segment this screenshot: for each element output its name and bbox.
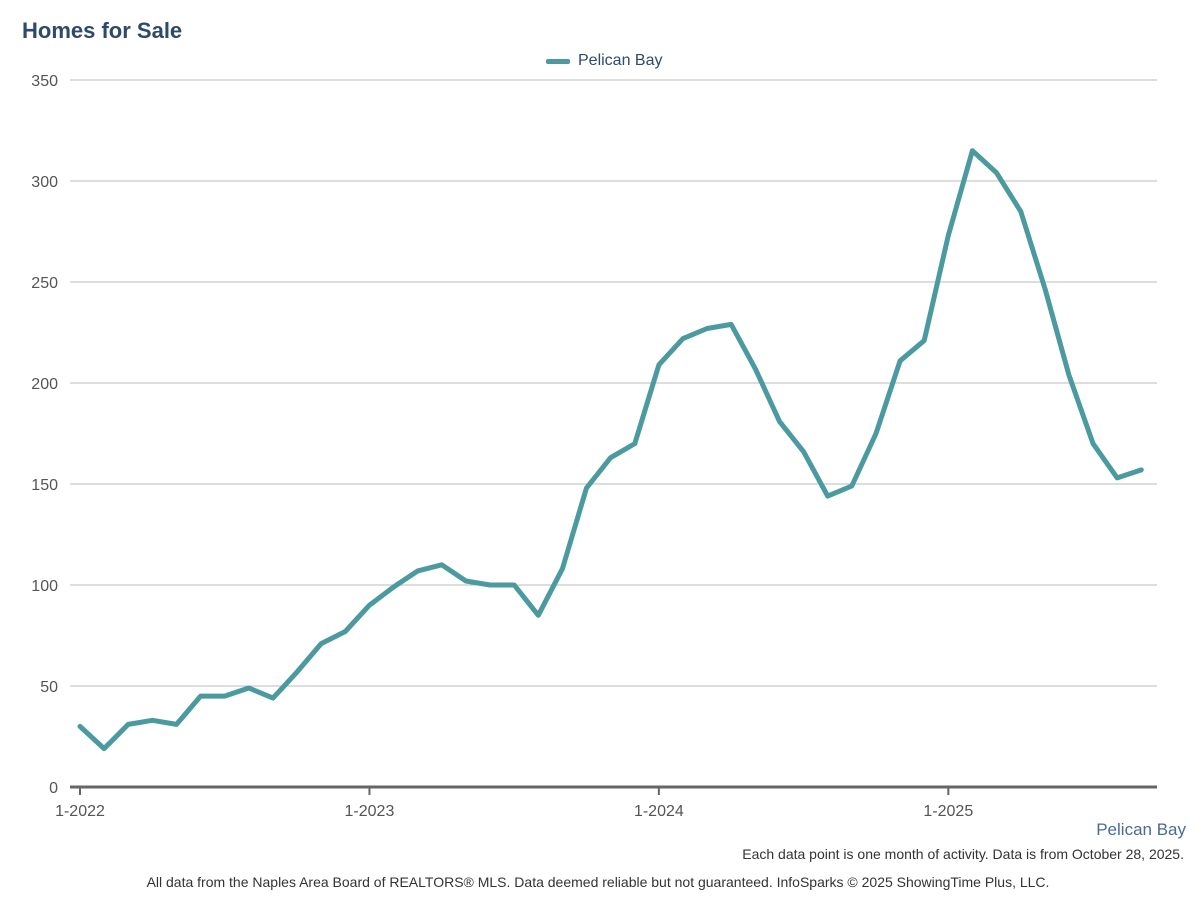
series-line[interactable] [77,148,1144,752]
y-tick-label: 250 [31,275,58,292]
data-point[interactable] [944,232,952,240]
x-tick-label: 1-2023 [345,803,395,820]
legend-label: Pelican Bay [578,52,663,69]
data-point[interactable] [1065,371,1073,379]
data-point[interactable] [462,577,470,585]
data-point[interactable] [76,722,84,730]
data-point[interactable] [631,440,639,448]
data-point[interactable] [679,335,687,343]
y-tick-label: 300 [31,174,58,191]
data-point[interactable] [1017,207,1025,215]
x-tick-label: 1-2022 [55,803,105,820]
chart-title: Homes for Sale [22,18,183,43]
data-point[interactable] [607,454,615,462]
data-point[interactable] [269,694,277,702]
data-point[interactable] [993,169,1001,177]
data-point[interactable] [486,581,494,589]
data-point[interactable] [558,565,566,573]
data-point[interactable] [872,430,880,438]
data-point[interactable] [293,668,301,676]
data-point[interactable] [438,561,446,569]
data-point[interactable] [655,361,663,369]
data-point[interactable] [534,611,542,619]
data-point[interactable] [824,492,832,500]
data-point[interactable] [197,692,205,700]
data-point[interactable] [1089,440,1097,448]
data-point[interactable] [148,716,156,724]
x-tick-label: 1-2024 [634,803,684,820]
x-tick-label: 1-2025 [923,803,973,820]
region-label[interactable]: Pelican Bay [1096,820,1186,839]
data-point[interactable] [390,583,398,591]
data-point[interactable] [703,324,711,332]
data-point[interactable] [775,417,783,425]
data-point[interactable] [1041,284,1049,292]
y-tick-label: 50 [40,679,58,696]
point-layer [76,147,1145,753]
grid-lines [70,79,1157,687]
y-tick-label: 0 [49,780,58,797]
data-point[interactable] [920,337,928,345]
data-point[interactable] [727,320,735,328]
data-point[interactable] [172,720,180,728]
x-axis: 1-2022 1-2023 1-2024 1-2025 [55,785,1157,820]
data-point[interactable] [510,581,518,589]
data-point[interactable] [848,482,856,490]
footer-disclaimer: All data from the Naples Area Board of R… [146,874,1050,890]
y-tick-label: 100 [31,578,58,595]
data-point[interactable] [583,484,591,492]
legend-swatch [546,58,570,64]
series-layer [77,148,1144,752]
data-point[interactable] [245,684,253,692]
data-point[interactable] [1113,474,1121,482]
data-point[interactable] [1137,466,1145,474]
data-point[interactable] [221,692,229,700]
data-point[interactable] [341,627,349,635]
data-point[interactable] [800,448,808,456]
data-point[interactable] [414,567,422,575]
data-point[interactable] [751,365,759,373]
data-note: Each data point is one month of activity… [742,846,1184,862]
data-point[interactable] [968,147,976,155]
y-tick-label: 200 [31,376,58,393]
data-point[interactable] [896,357,904,365]
data-point[interactable] [317,640,325,648]
legend[interactable]: Pelican Bay [546,52,663,70]
data-point[interactable] [365,601,373,609]
y-tick-label: 150 [31,477,58,494]
y-tick-label: 350 [31,73,58,90]
data-point[interactable] [100,745,108,753]
data-point[interactable] [124,720,132,728]
y-axis: 0 50 100 150 200 250 300 350 [31,73,58,797]
